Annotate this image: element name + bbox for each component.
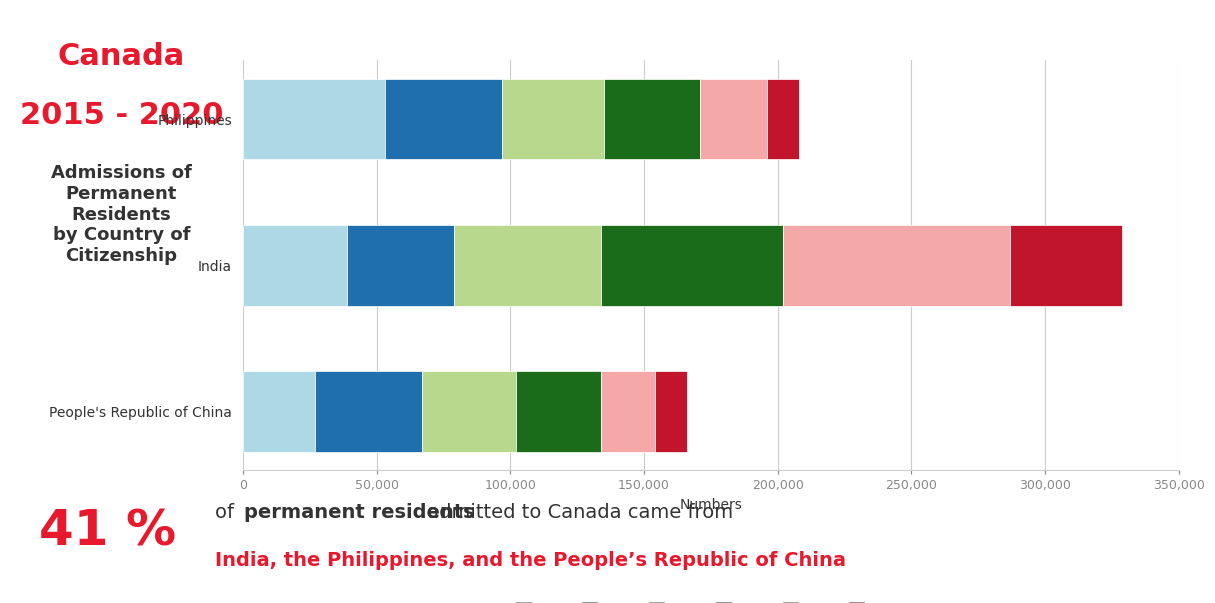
Legend: 2015, 2016, 2017, 2018, 2019, 2020: 2015, 2016, 2017, 2018, 2019, 2020 xyxy=(510,597,911,603)
Bar xyxy=(782,225,1010,306)
Text: 41 %: 41 % xyxy=(39,507,176,555)
Bar xyxy=(385,79,502,159)
Bar xyxy=(243,79,385,159)
Bar xyxy=(243,371,315,452)
Text: admitted to Canada came from: admitted to Canada came from xyxy=(420,504,733,522)
Bar xyxy=(347,225,454,306)
Bar xyxy=(700,79,767,159)
Text: permanent residents: permanent residents xyxy=(244,504,475,522)
Text: Canada: Canada xyxy=(58,42,185,71)
Bar xyxy=(515,371,601,452)
Bar xyxy=(767,79,799,159)
Text: India, the Philippines, and the People’s Republic of China: India, the Philippines, and the People’s… xyxy=(215,551,846,570)
Bar xyxy=(315,371,422,452)
Bar xyxy=(422,371,515,452)
Bar xyxy=(454,225,601,306)
Text: 2015 - 2020: 2015 - 2020 xyxy=(19,101,224,130)
Bar xyxy=(243,225,347,306)
Bar xyxy=(601,225,782,306)
Bar xyxy=(655,371,686,452)
Bar xyxy=(502,79,604,159)
Bar xyxy=(601,371,655,452)
Bar xyxy=(604,79,700,159)
Bar xyxy=(1010,225,1123,306)
Text: Admissions of
Permanent
Residents
by Country of
Citizenship: Admissions of Permanent Residents by Cou… xyxy=(51,164,192,265)
Text: of: of xyxy=(215,504,239,522)
X-axis label: Numbers: Numbers xyxy=(679,498,742,512)
